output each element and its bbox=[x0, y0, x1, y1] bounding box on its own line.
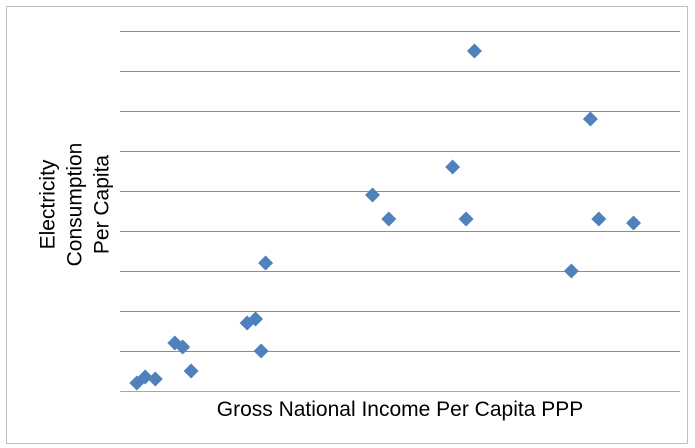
data-point bbox=[445, 159, 461, 175]
data-point bbox=[582, 111, 598, 127]
data-point bbox=[458, 211, 474, 227]
data-point bbox=[591, 211, 607, 227]
chart-frame bbox=[6, 6, 688, 444]
data-point bbox=[626, 215, 642, 231]
data-point bbox=[258, 255, 274, 271]
data-point bbox=[253, 343, 269, 359]
data-point bbox=[248, 311, 264, 327]
data-point bbox=[147, 371, 163, 387]
data-point bbox=[175, 339, 191, 355]
data-point bbox=[183, 363, 199, 379]
data-point bbox=[466, 43, 482, 59]
data-point bbox=[137, 369, 153, 385]
y-axis-label: Electricity Consumption Per Capita bbox=[36, 142, 114, 267]
data-point bbox=[563, 263, 579, 279]
y-axis-label-container: Electricity Consumption Per Capita bbox=[20, 52, 130, 357]
data-points bbox=[129, 43, 642, 391]
data-point bbox=[381, 211, 397, 227]
gridlines bbox=[120, 31, 680, 392]
x-axis-label: Gross National Income Per Capita PPP bbox=[216, 398, 584, 421]
data-point bbox=[365, 187, 381, 203]
